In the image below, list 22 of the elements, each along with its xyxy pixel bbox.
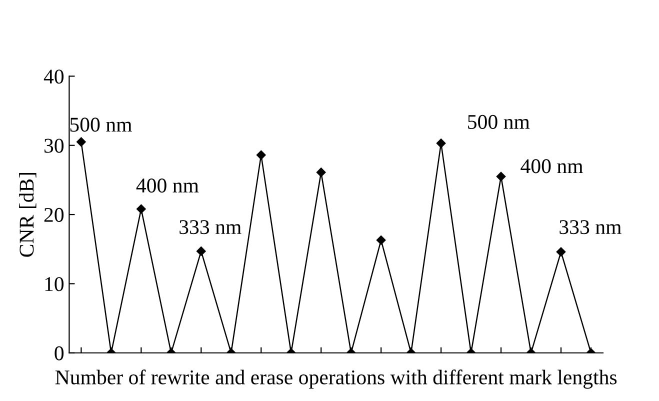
annotation: 333 nm xyxy=(180,220,242,234)
annotation: 333 nm xyxy=(560,220,622,234)
annotation: 500 nm xyxy=(468,114,530,129)
point xyxy=(256,150,266,160)
y-tick-label: 10 xyxy=(45,277,64,292)
point xyxy=(436,138,446,148)
x-axis-title: Number of rewrite and erase operations with different mark lengths xyxy=(55,370,617,389)
y-tick-label: 40 xyxy=(44,70,64,84)
annotation: 400 nm xyxy=(520,159,583,174)
y-tick-label: 0 xyxy=(54,346,64,360)
y-axis-title: CNR [dB] xyxy=(19,172,36,257)
point xyxy=(496,172,506,182)
annotation: 500 nm xyxy=(70,118,132,132)
point xyxy=(196,246,206,256)
point xyxy=(76,137,86,147)
annotation: 400 nm xyxy=(136,178,199,193)
point xyxy=(136,204,146,214)
point xyxy=(556,247,566,257)
y-tick-label: 20 xyxy=(44,208,64,222)
point xyxy=(376,236,386,245)
y-tick-label: 30 xyxy=(44,138,64,153)
point xyxy=(316,168,326,177)
